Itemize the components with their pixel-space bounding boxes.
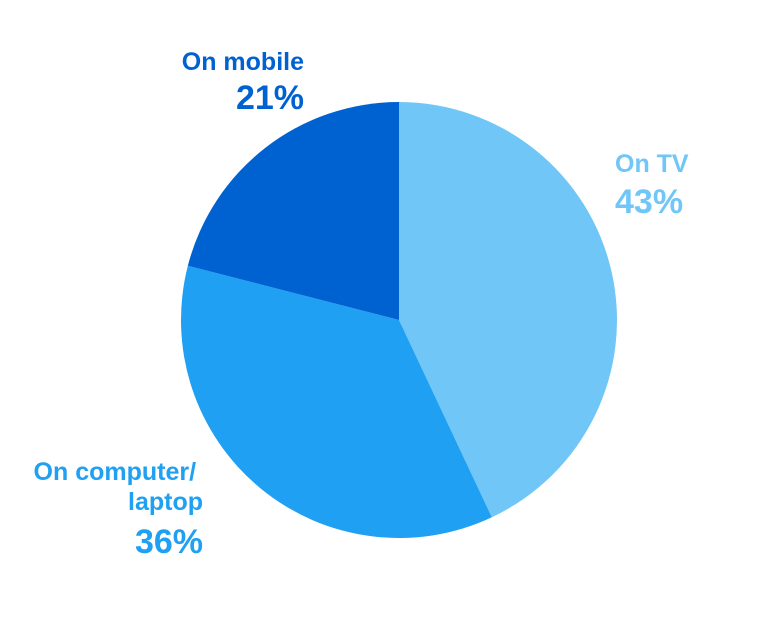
pie-slices [181, 102, 617, 538]
slice-label-computer: On computer/ laptop [34, 458, 203, 516]
slice-mobile [187, 102, 399, 320]
slice-tv [399, 102, 617, 518]
slice-label-mobile: On mobile [182, 48, 304, 76]
slice-label-tv: On TV [615, 150, 689, 178]
slice-value-tv: 43% [615, 183, 683, 221]
slice-computer [181, 265, 492, 538]
slice-value-mobile: 21% [236, 79, 304, 117]
slice-value-computer: 36% [135, 523, 203, 561]
